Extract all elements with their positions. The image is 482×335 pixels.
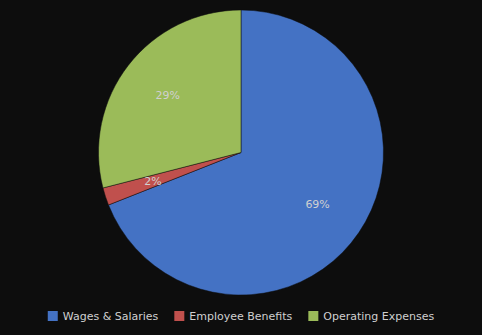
chart-container: 69% 2% 29% Wages & Salaries Employee Benefit… [0, 0, 482, 335]
legend-label: Employee Benefits [189, 310, 292, 323]
legend-swatch [308, 311, 318, 321]
data-labels: 69% 2% 29% [144, 89, 330, 211]
legend: Wages & Salaries Employee Benefits Operati… [48, 310, 435, 323]
pie [99, 10, 384, 295]
data-label: 2% [144, 175, 161, 188]
chart: 69% 2% 29% Wages & Salaries Employee Benefit… [0, 0, 482, 335]
background [0, 0, 482, 335]
pie-slice [99, 10, 242, 188]
legend-swatch [48, 311, 58, 321]
data-label: 29% [156, 89, 180, 102]
legend-label: Operating Expenses [323, 310, 434, 323]
data-label: 69% [305, 198, 329, 211]
legend-label: Wages & Salaries [63, 310, 159, 323]
legend-swatch [174, 311, 184, 321]
